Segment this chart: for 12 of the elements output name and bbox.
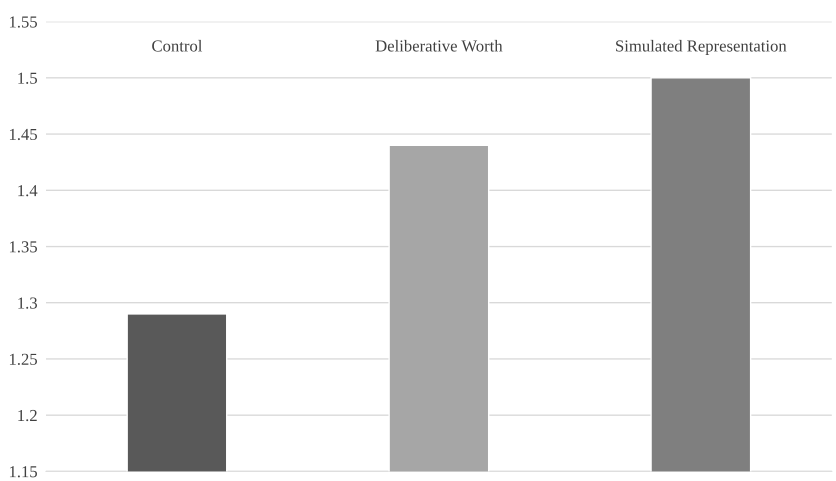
x-tick-label: Control bbox=[152, 40, 202, 52]
y-tick-label: 1.15 bbox=[10, 466, 37, 478]
y-tick-label: 1.25 bbox=[10, 354, 37, 365]
y-tick-label: 1.3 bbox=[18, 297, 37, 309]
y-tick-label: 1.4 bbox=[18, 185, 38, 196]
x-tick-label: Simulated Representation bbox=[616, 40, 786, 55]
y-tick-label: 1.2 bbox=[18, 410, 37, 422]
y-tick-label: 1.45 bbox=[10, 128, 37, 140]
y-tick-label: 1.5 bbox=[18, 72, 37, 84]
y-tick-label: 1.55 bbox=[10, 16, 37, 28]
x-tick-label: Deliberative Worth bbox=[376, 40, 502, 52]
y-tick-label: 1.35 bbox=[10, 241, 37, 253]
